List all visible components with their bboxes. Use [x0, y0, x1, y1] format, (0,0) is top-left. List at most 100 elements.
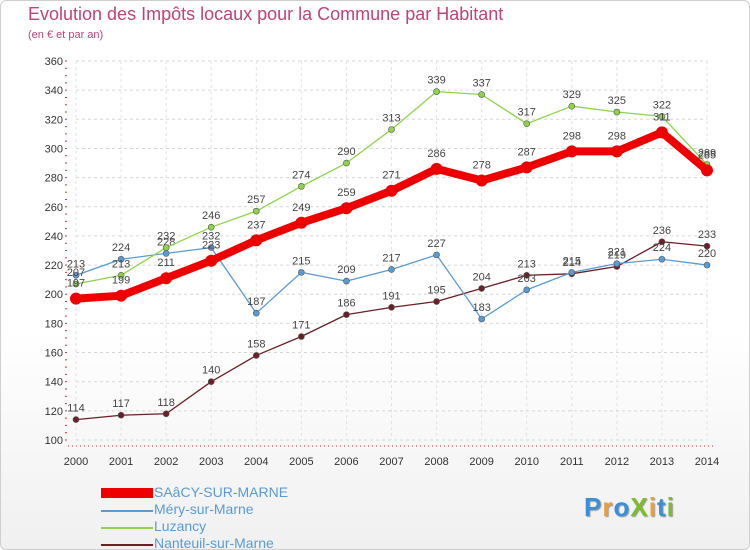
data-point — [523, 271, 531, 279]
data-label: 220 — [698, 248, 716, 260]
data-label: 117 — [112, 398, 130, 410]
y-tick-label: 160 — [45, 348, 63, 360]
data-label: 227 — [427, 238, 445, 250]
logo-letter: r — [602, 492, 614, 522]
data-point — [658, 113, 666, 120]
data-point — [162, 244, 170, 251]
data-label: 278 — [472, 160, 490, 172]
y-tick-label: 340 — [45, 85, 63, 97]
logo-letter: X — [630, 492, 649, 522]
data-point — [72, 271, 80, 279]
data-point — [298, 333, 305, 340]
data-label: 204 — [472, 271, 490, 283]
data-label: 118 — [157, 397, 175, 409]
data-label: 114 — [67, 403, 85, 415]
legend-label: Méry-sur-Marne — [154, 501, 254, 517]
data-label: 339 — [427, 75, 445, 87]
logo-letter: i — [648, 492, 657, 522]
data-point — [295, 216, 308, 229]
data-point — [568, 269, 576, 276]
x-tick-label: 2011 — [560, 456, 584, 468]
data-label: 191 — [382, 290, 400, 302]
x-tick-label: 2013 — [650, 456, 674, 468]
x-tick-label: 2005 — [289, 456, 313, 468]
data-label: 322 — [653, 99, 671, 111]
data-point — [117, 255, 125, 263]
data-point — [475, 174, 488, 187]
data-point — [568, 102, 576, 110]
data-point — [298, 183, 305, 190]
data-point — [613, 260, 621, 267]
data-label: 311 — [653, 111, 671, 123]
logo-letter: t — [656, 492, 667, 522]
y-tick-label: 220 — [45, 260, 63, 272]
data-point — [343, 277, 350, 285]
data-point — [655, 126, 668, 139]
data-point — [72, 416, 80, 423]
data-label: 298 — [608, 130, 626, 142]
legend-swatch — [101, 544, 153, 546]
y-tick-label: 120 — [45, 406, 63, 418]
y-tick-label: 180 — [45, 318, 63, 330]
data-point — [478, 91, 485, 98]
data-point — [388, 126, 395, 133]
x-tick-label: 2002 — [154, 456, 178, 468]
data-label: 237 — [247, 219, 265, 231]
x-tick-label: 2008 — [424, 456, 448, 468]
data-point — [207, 378, 215, 385]
data-point — [658, 255, 666, 263]
y-tick-label: 320 — [45, 114, 63, 126]
proxiti-logo: ProXiti — [584, 492, 675, 523]
data-point — [117, 411, 125, 419]
chart-title: Evolution des Impôts locaux pour la Comm… — [28, 4, 504, 24]
data-point — [250, 234, 263, 247]
data-point — [433, 298, 440, 305]
data-label: 203 — [518, 273, 536, 285]
data-label: 317 — [518, 107, 536, 119]
x-tick-label: 2010 — [514, 456, 538, 468]
data-point — [343, 159, 350, 167]
data-point — [388, 304, 395, 311]
data-point — [385, 184, 398, 197]
data-point — [343, 311, 350, 318]
data-label: 285 — [698, 149, 716, 161]
data-point — [478, 315, 485, 323]
y-tick-label: 280 — [45, 173, 63, 185]
data-point — [162, 250, 170, 257]
x-tick-label: 2009 — [469, 456, 493, 468]
data-label: 325 — [608, 95, 626, 107]
data-label: 211 — [157, 257, 175, 269]
data-label: 219 — [608, 250, 626, 262]
data-point — [701, 164, 713, 177]
chart-subtitle: (en € et par an) — [28, 29, 104, 41]
x-tick-label: 2001 — [109, 456, 133, 468]
data-label: 232 — [157, 231, 175, 243]
data-point — [658, 238, 666, 246]
logo-letter: i — [666, 492, 675, 522]
data-point — [70, 292, 82, 305]
data-point — [72, 280, 80, 288]
data-label: 287 — [518, 146, 536, 158]
data-label: 223 — [202, 240, 220, 252]
data-point — [388, 266, 395, 273]
data-label: 271 — [382, 170, 400, 182]
data-point — [205, 254, 218, 267]
data-label: 209 — [337, 264, 355, 276]
data-label: 140 — [202, 365, 220, 377]
data-point — [433, 88, 440, 95]
data-label: 289 — [698, 147, 716, 159]
logo-letter: o — [613, 492, 631, 522]
data-point — [610, 145, 623, 158]
data-point — [298, 269, 305, 276]
data-label: 298 — [563, 130, 581, 142]
data-label: 249 — [292, 202, 310, 214]
data-label: 313 — [382, 113, 400, 125]
x-tick-label: 2004 — [244, 456, 268, 468]
legend-label: SAâCY-SUR-MARNE — [154, 484, 289, 500]
data-point — [520, 161, 533, 174]
data-label: 274 — [292, 169, 310, 181]
data-point — [523, 120, 531, 127]
data-point — [340, 202, 353, 215]
